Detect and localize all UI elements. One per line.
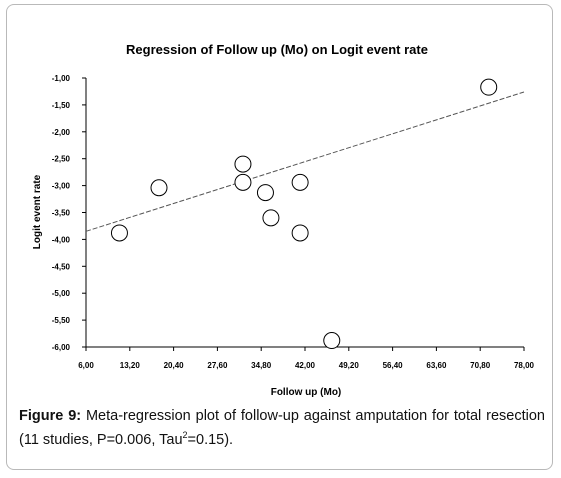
- y-tick-label: -5,00: [52, 289, 71, 298]
- x-tick-label: 27,60: [207, 361, 228, 370]
- regression-chart: Regression of Follow up (Mo) on Logit ev…: [32, 42, 535, 398]
- x-tick-label: 34,80: [251, 361, 272, 370]
- y-tick-label: -1,00: [52, 74, 71, 83]
- caption-text: Meta-regression plot of follow-up agains…: [19, 408, 545, 448]
- x-tick-label: 20,40: [164, 361, 185, 370]
- caption-superscript: 2: [182, 430, 188, 440]
- y-tick-label: -3,50: [52, 209, 71, 218]
- data-point: [150, 179, 168, 197]
- y-tick-label: -2,50: [52, 155, 71, 164]
- y-tick-label: -3,00: [52, 182, 71, 191]
- y-tick-label: -4,00: [52, 235, 71, 244]
- x-axis: 6,00 13,20 20,40 27,60 34,80 42,00 49,20 56,40 6…: [78, 346, 535, 370]
- data-point: [291, 224, 309, 242]
- y-axis: -1,00 -1,50 -2,00 -2,50 -3,00 -3,50 -4,00 -4,50…: [52, 74, 87, 352]
- caption-text-end: =0.15).: [187, 431, 234, 448]
- chart-title: Regression of Follow up (Mo) on Logit ev…: [126, 42, 428, 57]
- x-tick-label: 6,00: [78, 361, 94, 370]
- data-points: [110, 78, 498, 350]
- x-tick-label: 78,00: [514, 361, 535, 370]
- x-tick-label: 63,60: [426, 361, 447, 370]
- y-tick-label: -5,50: [52, 316, 71, 325]
- y-ticks: -1,00 -1,50 -2,00 -2,50 -3,00 -3,50 -4,00 -4,50…: [52, 74, 86, 352]
- x-tick-label: 56,40: [383, 361, 404, 370]
- data-point: [291, 173, 309, 191]
- figure-caption: Figure 9: Meta-regression plot of follow…: [19, 407, 545, 450]
- x-axis-label: Follow up (Mo): [271, 387, 342, 398]
- x-ticks: 6,00 13,20 20,40 27,60 34,80 42,00 49,20 56,40 6…: [78, 347, 535, 370]
- regression-line: [85, 91, 525, 232]
- data-point: [234, 155, 252, 173]
- data-point: [256, 184, 274, 202]
- data-point: [234, 173, 252, 191]
- x-tick-label: 70,80: [470, 361, 491, 370]
- y-tick-label: -4,50: [52, 262, 71, 271]
- y-tick-label: -1,50: [52, 101, 71, 110]
- x-tick-label: 13,20: [120, 361, 141, 370]
- y-tick-label: -2,00: [52, 128, 71, 137]
- x-tick-label: 49,20: [339, 361, 360, 370]
- y-axis-label: Logit event rate: [32, 174, 43, 249]
- caption-label: Figure 9:: [19, 408, 82, 424]
- y-tick-label: -6,00: [52, 343, 71, 352]
- data-point: [110, 224, 128, 242]
- data-point: [262, 209, 280, 227]
- data-point: [323, 332, 341, 350]
- figure-frame: [6, 4, 553, 470]
- data-point: [480, 78, 498, 96]
- x-tick-label: 42,00: [295, 361, 316, 370]
